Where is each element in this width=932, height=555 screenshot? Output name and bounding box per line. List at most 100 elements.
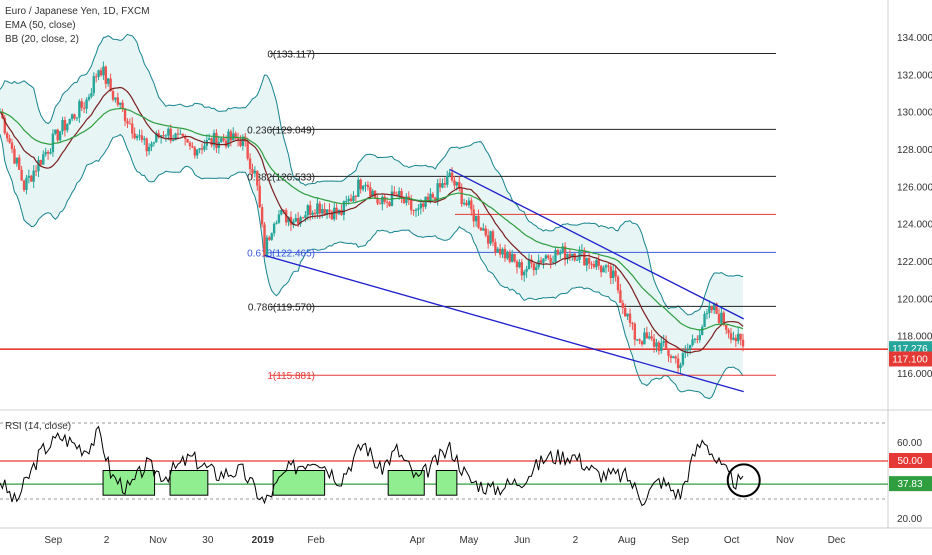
fib-label-5: 1(115.881) [267,371,315,382]
candle-body [688,345,692,350]
candle-body [722,312,725,326]
candle-body [619,290,622,303]
symbol-title[interactable]: Euro / Japanese Yen, 1D, FXCM [5,6,150,17]
candle-body [585,258,588,266]
candle-body [167,128,170,136]
x-tick-label: Nov [149,535,167,546]
rsi-y-tick-label: 20.00 [897,514,922,525]
y-tick-label: 128.000 [897,145,932,156]
candle-body [107,78,110,84]
candle-body [446,175,449,185]
candle-body [318,203,322,214]
candle-body [296,218,300,224]
y-tick-label: 124.000 [897,220,932,231]
candle-body [44,151,47,155]
candle-body [361,185,365,190]
candle-body [614,270,617,277]
candle-body [633,323,637,340]
candle-body [34,170,38,172]
candle-body [162,135,165,137]
candle-body [253,170,257,174]
candle-body [292,221,295,225]
fib-label-1: 0.236(129.049) [247,125,315,136]
rsi-line [0,425,744,507]
candle-body [277,214,281,223]
candle-body [402,197,406,203]
channel-lower-line [264,254,744,393]
x-tick-label: Oct [724,535,740,546]
candle-body [299,217,302,224]
candle-body [739,333,742,340]
candle-body [6,133,9,139]
candle-body [15,157,19,164]
candle-body [335,207,338,214]
candle-body [616,276,620,291]
candle-body [703,314,706,328]
y-tick-label: 122.000 [897,257,932,268]
candle-body [700,327,704,335]
candle-body [479,227,483,231]
x-tick-label: Nov [776,535,794,546]
candle-body [458,182,461,189]
candle-body [345,201,348,203]
candle-body [234,133,237,139]
candle-body [75,117,79,119]
candle-body [131,123,134,134]
candle-body [590,263,593,265]
legend-box: Euro / Japanese Yen, 1D, FXCM EMA (50, c… [5,5,150,47]
candle-body [599,265,603,273]
candle-body [696,338,699,340]
candle-body [602,267,605,273]
candle-body [212,132,216,146]
candle-body [313,212,317,215]
candle-body [268,237,271,240]
x-tick-label: Sep [44,535,62,546]
candle-body [527,259,531,269]
ema-legend[interactable]: EMA (50, close) [5,20,76,31]
candle-body [508,252,511,262]
candle-body [640,340,644,345]
candle-body [371,190,374,197]
candle-body [157,133,160,138]
candle-body [506,252,509,259]
candle-body [551,261,555,263]
candle-body [604,265,608,268]
rsi-level-tag [889,476,932,492]
candle-body [705,312,709,315]
bb-legend[interactable]: BB (20, close, 2) [5,34,79,45]
candle-body [169,128,172,141]
candle-body [66,123,69,131]
candle-body [61,120,64,132]
bb-basis [0,86,744,354]
ema-line [0,107,744,331]
candle-body [73,114,76,119]
x-tick-label: Dec [828,535,846,546]
candle-body [369,187,372,197]
candle-body [227,131,230,147]
candle-body [397,191,401,196]
candle-body [18,157,21,170]
reference-price-tag [889,351,932,367]
candle-body [381,196,384,205]
candle-body [542,258,545,263]
candle-body [549,257,552,263]
candle-body [311,212,314,215]
candle-body [224,140,228,147]
candle-body [111,91,115,100]
candle-body [621,302,625,308]
y-tick-label: 134.000 [897,33,932,44]
candle-body [63,120,67,131]
candle-body [333,207,336,220]
candle-body [203,145,206,150]
candle-body [294,218,297,222]
candle-body [147,146,151,152]
rsi-legend[interactable]: RSI (14, close) [5,421,72,432]
candle-body [323,209,326,215]
candle-body [256,170,259,186]
candle-body [54,129,57,134]
reference-price-text: 117.100 [892,354,928,365]
rsi-highlight-box [272,470,326,496]
candle-body [152,142,156,144]
candle-body [133,133,136,139]
